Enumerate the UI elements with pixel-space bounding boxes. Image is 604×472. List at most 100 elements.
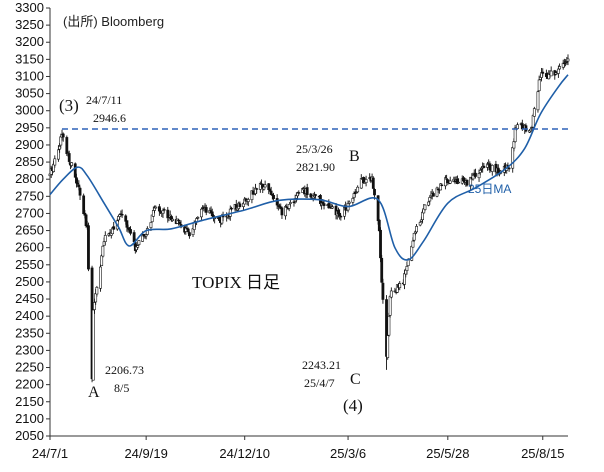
y-tick-label: 3150: [15, 51, 44, 66]
candle-body: [457, 181, 461, 184]
y-tick-label: 2600: [15, 240, 44, 255]
candle-body: [91, 309, 95, 381]
candle-body: [405, 266, 409, 272]
candle-body: [338, 212, 342, 217]
candle-body: [537, 79, 541, 92]
candle-body: [285, 206, 289, 208]
candles: [48, 54, 570, 383]
candle-body: [145, 228, 149, 235]
y-tick-label: 2550: [15, 257, 44, 272]
candle-body: [188, 232, 191, 237]
ma-line: [49, 74, 569, 261]
label-b: B: [349, 148, 360, 165]
candle-body: [439, 183, 443, 191]
y-tick-label: 2500: [15, 274, 44, 289]
y-tick-label: 2800: [15, 171, 44, 186]
label-3-value: 2946.6: [93, 111, 126, 125]
candle-body: [125, 220, 129, 228]
candle-body: [490, 164, 494, 172]
candle-body: [482, 165, 486, 168]
candle-body: [347, 201, 351, 204]
candle-body: [101, 245, 105, 257]
axes: 2050 2100 2150 2200 2250 2300 2350 2400 2450 2500…: [15, 0, 568, 461]
candle-body: [448, 180, 452, 184]
candle-body: [331, 206, 334, 209]
candle-body: [406, 259, 410, 267]
y-tick-label: 2100: [15, 411, 44, 426]
candle-body: [196, 217, 200, 219]
y-tick-label: 2850: [15, 154, 44, 169]
candle-body: [99, 266, 102, 289]
ma-label: 25日MA: [468, 182, 511, 196]
candle-body: [297, 192, 301, 194]
candle-body: [339, 215, 343, 218]
y-tick-label: 2400: [15, 308, 44, 323]
candle-body: [531, 115, 535, 128]
candle-body: [288, 202, 292, 204]
candle-body: [250, 190, 254, 201]
candle-body: [411, 240, 415, 248]
candle-body: [305, 187, 309, 195]
candle-body: [272, 194, 275, 199]
y-tick-label: 2700: [15, 205, 44, 220]
candle-body: [477, 173, 481, 179]
x-tick-label: 25/3/6: [330, 446, 366, 461]
y-tick-label: 3050: [15, 86, 44, 101]
y-tick-label: 2750: [15, 188, 44, 203]
candle-body: [171, 218, 174, 221]
candle-body: [388, 296, 392, 316]
candle-body: [70, 162, 74, 166]
candle-body: [87, 225, 90, 270]
candle-body: [263, 184, 267, 188]
y-tick-label: 3100: [15, 68, 44, 83]
candle-body: [204, 207, 208, 213]
x-tick-label: 25/5/28: [426, 446, 469, 461]
y-tick-label: 2050: [15, 428, 44, 443]
candle-body: [418, 222, 422, 226]
candle-body: [566, 58, 570, 62]
label-a-date: 8/5: [114, 381, 129, 395]
y-tick-label: 2350: [15, 325, 44, 340]
candle-body: [516, 124, 519, 129]
candle-body: [280, 207, 284, 216]
y-tick-label: 2300: [15, 342, 44, 357]
label-c-date: 25/4/7: [304, 376, 335, 390]
label-3-date: 24/7/11: [86, 93, 122, 107]
candle-body: [246, 199, 250, 202]
label-b-date: 25/3/26: [296, 142, 333, 156]
candle-body: [129, 229, 132, 234]
candle-body: [371, 177, 375, 189]
candle-body: [536, 91, 540, 111]
label-a: A: [88, 384, 100, 401]
x-tick-label: 24/12/10: [219, 446, 270, 461]
source-label: (出所) Bloomberg: [63, 14, 164, 29]
candle-body: [445, 178, 449, 180]
y-tick-label: 2250: [15, 360, 44, 375]
y-tick-label: 2900: [15, 137, 44, 152]
label-a-value: 2206.73: [105, 363, 144, 377]
candle-body: [532, 108, 536, 117]
candle-body: [364, 179, 368, 183]
y-tick-label: 2150: [15, 394, 44, 409]
y-tick-label: 2950: [15, 120, 44, 135]
candle-body: [322, 203, 326, 206]
candle-body: [73, 163, 77, 178]
y-tick-label: 3300: [15, 0, 44, 15]
candle-body: [381, 282, 385, 300]
candle-body: [380, 257, 384, 283]
candle-body: [77, 184, 81, 188]
candle-body: [373, 188, 376, 196]
candle-body: [154, 206, 158, 209]
y-tick-label: 2450: [15, 291, 44, 306]
label-c-value: 2243.21: [302, 358, 341, 372]
candle-body: [61, 133, 65, 138]
candle-body: [440, 184, 444, 187]
candle-body: [238, 203, 242, 208]
label-b-value: 2821.90: [296, 160, 335, 174]
candle-body: [230, 207, 233, 210]
label-3: (3): [59, 96, 79, 115]
candle-body: [200, 208, 203, 218]
candle-body: [541, 71, 545, 74]
candle-body: [186, 228, 190, 233]
